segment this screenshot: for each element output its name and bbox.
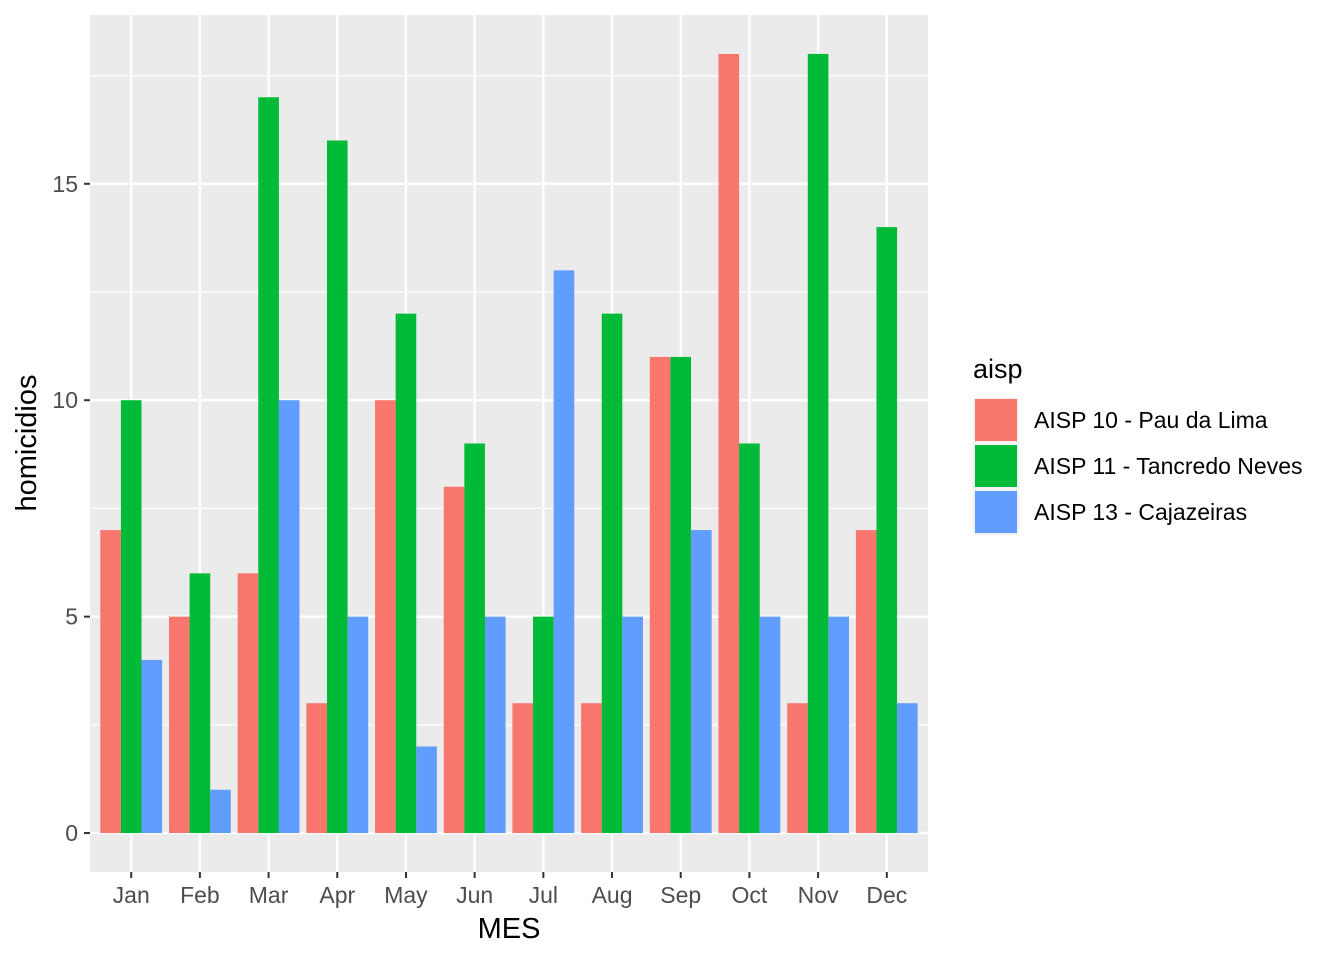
y-tick-label: 5 xyxy=(65,604,78,630)
bar-may-series-3 xyxy=(416,746,437,834)
bar-nov-series-3 xyxy=(828,616,850,834)
bar-nov-series-2 xyxy=(807,53,829,834)
bar-sep-series-3 xyxy=(691,530,712,834)
bar-aug-series-3 xyxy=(622,616,643,834)
legend-label: AISP 10 - Pau da Lima xyxy=(1034,407,1268,433)
bar-aug-series-2 xyxy=(601,313,623,834)
bar-aug-series-1 xyxy=(581,703,602,834)
x-tick-label: Jul xyxy=(529,882,558,908)
y-axis-title: homicidios xyxy=(11,375,43,512)
x-tick-label: Aug xyxy=(592,882,633,908)
x-axis-title: MES xyxy=(478,913,541,945)
legend-swatch xyxy=(975,399,1017,441)
bar-may-series-1 xyxy=(375,400,396,834)
legend: aisp AISP 10 - Pau da Lima AISP 11 - Tanc… xyxy=(973,354,1303,535)
y-tick-label: 15 xyxy=(52,171,78,197)
legend-swatch xyxy=(975,445,1017,487)
bar-jun-series-2 xyxy=(464,443,485,834)
x-tick-label: Nov xyxy=(798,882,839,908)
x-tick-label: Jun xyxy=(456,882,493,908)
x-tick-label: Mar xyxy=(249,882,289,908)
bar-oct-series-1 xyxy=(718,53,740,834)
bar-feb-series-3 xyxy=(210,789,231,834)
bar-nov-series-1 xyxy=(787,703,808,834)
bar-feb-series-1 xyxy=(168,616,190,834)
bar-apr-series-3 xyxy=(347,616,369,834)
bar-jul-series-1 xyxy=(512,703,534,834)
bar-mar-series-1 xyxy=(237,573,259,834)
bar-apr-series-2 xyxy=(326,140,348,834)
legend-title: aisp xyxy=(973,354,1023,384)
x-tick-label: May xyxy=(384,882,428,908)
bar-jul-series-2 xyxy=(533,616,554,834)
bar-oct-series-3 xyxy=(759,616,781,834)
bar-feb-series-2 xyxy=(189,573,211,834)
bar-oct-series-2 xyxy=(739,443,760,834)
bar-mar-series-2 xyxy=(258,97,279,834)
x-tick-label: Feb xyxy=(180,882,220,908)
bar-jan-series-1 xyxy=(100,530,121,834)
bar-jan-series-2 xyxy=(120,400,142,834)
bar-dec-series-2 xyxy=(876,227,898,834)
y-tick-label: 10 xyxy=(52,387,78,413)
bar-jun-series-1 xyxy=(443,486,465,834)
x-tick-label: Jan xyxy=(113,882,150,908)
x-tick-label: Dec xyxy=(866,882,907,908)
x-tick-label: Sep xyxy=(660,882,701,908)
bar-apr-series-1 xyxy=(306,703,327,834)
bar-dec-series-1 xyxy=(855,530,877,834)
bar-mar-series-3 xyxy=(278,400,300,834)
y-tick-label: 0 xyxy=(65,820,78,846)
bar-jan-series-3 xyxy=(141,659,163,834)
bar-sep-series-1 xyxy=(649,356,671,834)
bar-jul-series-3 xyxy=(553,270,575,834)
bar-may-series-2 xyxy=(395,313,417,834)
legend-label: AISP 11 - Tancredo Neves xyxy=(1034,453,1303,479)
bar-dec-series-3 xyxy=(897,703,918,834)
bar-sep-series-2 xyxy=(670,356,692,834)
legend-label: AISP 13 - Cajazeiras xyxy=(1034,499,1247,525)
legend-swatch xyxy=(975,491,1017,533)
bar-jun-series-3 xyxy=(484,616,506,834)
x-tick-label: Oct xyxy=(732,882,768,908)
x-tick-label: Apr xyxy=(319,882,355,908)
